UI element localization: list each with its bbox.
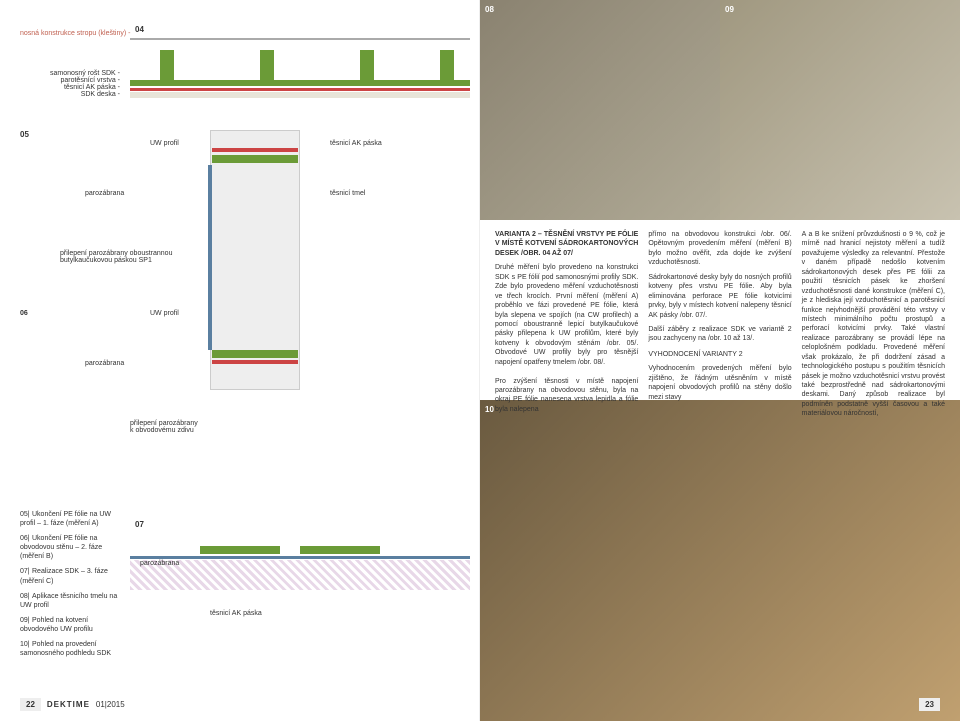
- caption-text: Pohled na provedení samonosného podhledu…: [20, 641, 111, 657]
- article-para: přímo na obvodovou konstrukci /obr. 06/.…: [648, 230, 791, 268]
- page-spread: 04 nosná konstrukce stropu (kleštiny) - …: [0, 0, 960, 721]
- fig07-diagram: [130, 530, 470, 600]
- photo-number: 08: [485, 5, 494, 14]
- fig05-label-uw1: UW profil: [150, 140, 179, 147]
- caption-num: 06|: [20, 534, 32, 543]
- fig05-label-bottom: přilepení parozábrany k obvodovému zdivu: [130, 420, 198, 434]
- photo-number: 09: [725, 5, 734, 14]
- article-col-2: přímo na obvodovou konstrukci /obr. 06/.…: [648, 230, 791, 424]
- fig05-label-ak: těsnicí AK páska: [330, 140, 382, 147]
- photo-10: 10: [480, 400, 960, 721]
- fig05-label-paro1: parozábrana: [85, 190, 124, 197]
- page-number-left: 22: [20, 698, 41, 711]
- caption-row: 07|Realizace SDK – 3. fáze (měření C): [20, 567, 125, 585]
- caption-row: 10|Pohled na provedení samonosného podhl…: [20, 640, 125, 658]
- page-right: 08 09 10 VARIANTA 2 – TĚSNĚNÍ VRSTVY PE …: [480, 0, 960, 721]
- article-para: A a B ke snížení průvzdušnosti o 9 %, co…: [802, 230, 945, 419]
- fig06-number: 06: [20, 310, 28, 317]
- caption-row: 08|Aplikace těsnicího tmelu na UW profil: [20, 592, 125, 610]
- fig05-label-uw2: UW profil: [150, 310, 179, 317]
- caption-text: Realizace SDK – 3. fáze (měření C): [20, 568, 108, 584]
- article-heading: VARIANTA 2 – TĚSNĚNÍ VRSTVY PE FÓLIE V M…: [495, 230, 638, 258]
- fig05-label-sp1: přilepení parozábrany oboustrannou butyl…: [60, 250, 180, 264]
- figure-captions: 05|Ukončení PE fólie na UW profil – 1. f…: [20, 510, 125, 664]
- caption-text: Aplikace těsnicího tmelu na UW profil: [20, 593, 117, 609]
- fig05-diagram: [130, 130, 470, 390]
- photo-number: 10: [485, 405, 494, 414]
- brand-name: DEKTIME: [47, 700, 90, 709]
- fig05-label-paro2: parozábrana: [85, 360, 124, 367]
- fig07-label-ak: těsnicí AK páska: [210, 610, 262, 617]
- caption-text: Ukončení PE fólie na obvodovou stěnu – 2…: [20, 535, 102, 560]
- caption-text: Ukončení PE fólie na UW profil – 1. fáze…: [20, 511, 111, 527]
- fig04-label-line: parotěsnící vrstva -: [20, 77, 120, 84]
- article-para: Další záběry z realizace SDK ve variantě…: [648, 325, 791, 344]
- fig04-label-line: samonosný rošt SDK -: [20, 70, 120, 77]
- fig07-number: 07: [135, 520, 144, 529]
- caption-row: 09|Pohled na kotvení obvodového UW profi…: [20, 616, 125, 634]
- article-col-1: VARIANTA 2 – TĚSNĚNÍ VRSTVY PE FÓLIE V M…: [495, 230, 638, 424]
- article-col-3: A a B ke snížení průvzdušnosti o 9 %, co…: [802, 230, 945, 424]
- caption-num: 10|: [20, 640, 32, 649]
- footer-left: 22 DEKTIME 01|2015: [20, 698, 125, 711]
- article-subheading: VYHODNOCENÍ VARIANTY 2: [648, 350, 791, 359]
- photo-08: 08: [480, 0, 720, 220]
- article-para: Druhé měření bylo provedeno na konstrukc…: [495, 263, 638, 414]
- fig05-number: 05: [20, 130, 29, 139]
- fig04-label-top: nosná konstrukce stropu (kleštiny) -: [20, 30, 131, 37]
- caption-row: 06|Ukončení PE fólie na obvodovou stěnu …: [20, 534, 125, 561]
- fig04-label-line: SDK deska -: [20, 91, 120, 98]
- page-number-right: 23: [919, 698, 940, 711]
- article-para: Vyhodnocením provedených měření bylo zji…: [648, 364, 791, 402]
- photo-09: 09: [720, 0, 960, 220]
- caption-num: 05|: [20, 510, 32, 519]
- fig04-diagram: [130, 30, 470, 100]
- article-para: Sádrokartonové desky byly do nosných pro…: [648, 273, 791, 320]
- issue-label: 01|2015: [96, 700, 125, 709]
- page-left: 04 nosná konstrukce stropu (kleštiny) - …: [0, 0, 480, 721]
- fig05-label-tmel: těsnicí tmel: [330, 190, 365, 197]
- caption-num: 09|: [20, 616, 32, 625]
- fig04-label-line: těsnicí AK páska -: [20, 84, 120, 91]
- fig07-label-paro: parozábrana: [140, 560, 179, 567]
- caption-row: 05|Ukončení PE fólie na UW profil – 1. f…: [20, 510, 125, 528]
- article-columns: VARIANTA 2 – TĚSNĚNÍ VRSTVY PE FÓLIE V M…: [495, 230, 945, 424]
- fig04-label-side: samonosný rošt SDK - parotěsnící vrstva …: [20, 70, 120, 98]
- caption-num: 07|: [20, 567, 32, 576]
- caption-num: 08|: [20, 592, 32, 601]
